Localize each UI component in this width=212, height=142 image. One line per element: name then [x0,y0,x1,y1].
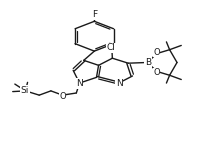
Text: B: B [145,58,151,67]
Text: O: O [59,92,66,101]
Text: F: F [92,10,97,19]
Text: N: N [76,79,82,88]
Text: Cl: Cl [107,43,116,52]
Text: N: N [116,79,123,88]
Text: O: O [153,48,160,57]
Text: Si: Si [21,86,29,95]
Text: O: O [153,68,160,77]
